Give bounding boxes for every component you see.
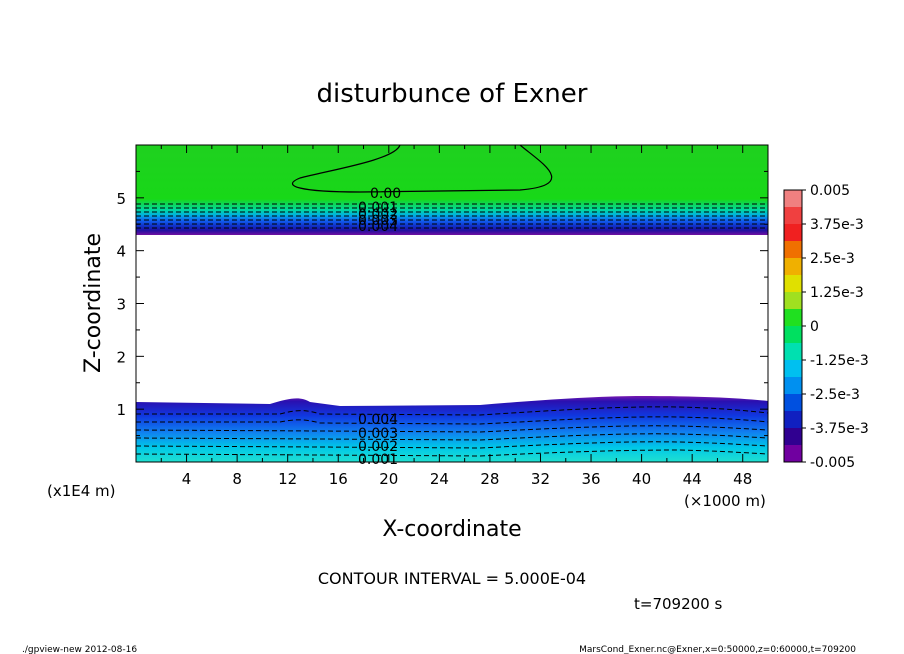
- y-tick-label: 4: [116, 243, 126, 261]
- y-axis-label: Z-coordinate: [81, 233, 106, 373]
- x-axis: 4 8 12 16 20 24 28 32 36 40 44 48: [160, 145, 752, 488]
- colorbar-swatch: [784, 411, 802, 429]
- contour-label-top-3: 0.003: [358, 213, 398, 229]
- chart-title: disturbunce of Exner: [317, 79, 588, 109]
- colorbar-swatch: [784, 428, 802, 446]
- x-tick-label: 24: [430, 470, 449, 488]
- colorbar-swatch: [784, 360, 802, 378]
- x-tick-label: 16: [329, 470, 348, 488]
- colorbar-swatch: [784, 292, 802, 310]
- y-tick-label: 5: [116, 190, 126, 208]
- colorbar: 0.005 3.75e-3 2.5e-3 1.25e-3 0 -1.25e-3 -2.5e-…: [783, 183, 869, 471]
- plot-area: 0.00 0.001 0.002 0.003 0.004 0.004 0.003…: [135, 144, 769, 468]
- time-text: t=709200 s: [634, 595, 722, 613]
- colorbar-swatch: [784, 326, 802, 344]
- contour-label-top-1: 0.001: [358, 200, 398, 216]
- colorbar-swatch: [784, 309, 802, 327]
- colorbar-swatch: [784, 207, 802, 225]
- contour-label-bot-4: 0.004: [358, 412, 398, 428]
- x-tick-label: 32: [531, 470, 550, 488]
- colorbar-label: -3.75e-3: [810, 421, 869, 437]
- y-unit-label: (x1E4 m): [47, 482, 116, 500]
- y-tick-label: 1: [116, 401, 126, 419]
- colorbar-label: -1.25e-3: [810, 353, 869, 369]
- colorbar-swatch: [784, 258, 802, 276]
- colorbar-swatch: [784, 275, 802, 293]
- x-tick-label: 44: [683, 470, 702, 488]
- colorbar-swatch: [784, 343, 802, 361]
- colorbar-swatch: [784, 377, 802, 395]
- contour-interval-text: CONTOUR INTERVAL = 5.000E-04: [318, 569, 586, 588]
- x-tick-label: 8: [232, 470, 242, 488]
- bottom-layer-fill: [136, 396, 768, 462]
- x-axis-label: X-coordinate: [382, 517, 521, 542]
- contour-label-top-2: 0.002: [358, 207, 398, 223]
- y-axis: 1 2 3 4 5: [116, 170, 768, 437]
- x-tick-label: 28: [480, 470, 499, 488]
- colorbar-label: 0: [810, 319, 819, 335]
- y-tick-label: 3: [116, 296, 126, 314]
- colorbar-label: -0.005: [810, 455, 855, 471]
- contour-label-top-0: 0.00: [370, 186, 401, 202]
- contour-label-top-4: 0.004: [358, 219, 398, 235]
- x-tick-label: 12: [278, 470, 297, 488]
- bottom-dashed-contours: [135, 406, 769, 457]
- colorbar-swatch: [784, 224, 802, 242]
- contour-label-bot-3: 0.003: [358, 426, 398, 442]
- colorbar-swatch: [784, 394, 802, 412]
- contour-label-bot-2: 0.002: [358, 439, 398, 455]
- contour-label-bot-1: 0.001: [358, 452, 398, 468]
- colorbar-label: 2.5e-3: [810, 251, 855, 267]
- x-tick-label: 48: [733, 470, 752, 488]
- footer-right: MarsCond_Exner.nc@Exner,x=0:50000,z=0:60…: [579, 645, 856, 654]
- footer-left: ./gpview-new 2012-08-16: [22, 645, 137, 654]
- x-tick-label: 40: [632, 470, 651, 488]
- colorbar-label: -2.5e-3: [810, 387, 860, 403]
- contour-0-line: [291, 144, 553, 193]
- colorbar-label: 3.75e-3: [810, 217, 864, 233]
- x-tick-label: 36: [581, 470, 600, 488]
- colorbar-swatch: [784, 190, 802, 208]
- colorbar-label: 1.25e-3: [810, 285, 864, 301]
- colorbar-swatch: [784, 445, 802, 463]
- colorbar-swatch: [784, 241, 802, 259]
- top-dashed-contours: [136, 203, 768, 229]
- y-tick-label: 2: [116, 348, 126, 366]
- x-tick-label: 20: [379, 470, 398, 488]
- top-layer-fill: [136, 145, 768, 235]
- colorbar-label: 0.005: [810, 183, 850, 199]
- x-tick-label: 4: [182, 470, 192, 488]
- x-unit-label: (×1000 m): [684, 492, 766, 510]
